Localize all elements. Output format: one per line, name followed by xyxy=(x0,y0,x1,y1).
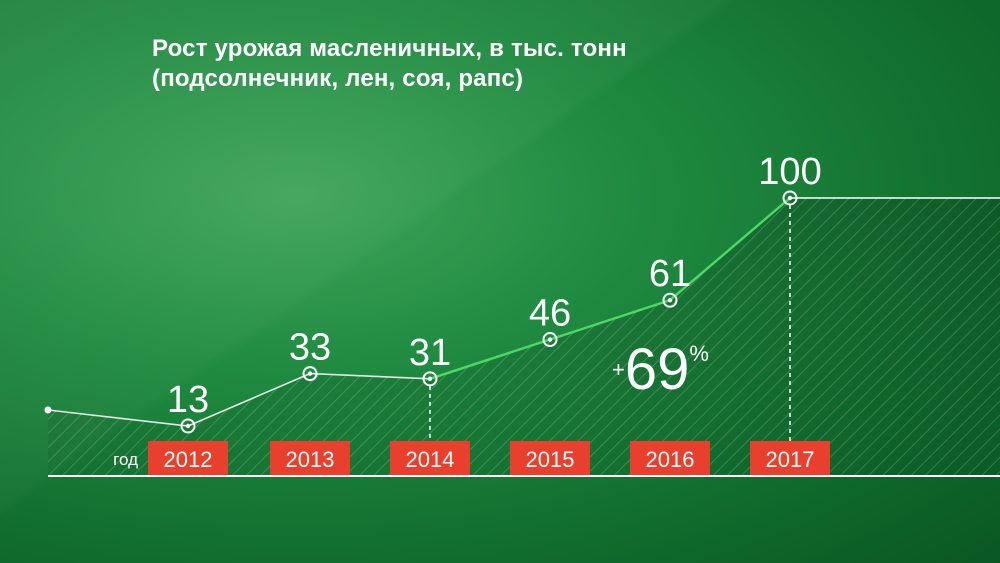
data-point-center-2015 xyxy=(547,337,553,342)
chart-title: Рост урожая масленичных, в тыс. тонн (по… xyxy=(152,34,627,94)
growth-annotation: +69% xyxy=(612,336,709,403)
data-label-2014: 31 xyxy=(409,332,451,374)
data-point-center-2017 xyxy=(787,195,793,201)
year-box-2014 xyxy=(390,441,470,475)
year-label-2015: 2015 xyxy=(526,447,575,472)
data-point-2017 xyxy=(782,190,798,206)
data-label-2016: 61 xyxy=(649,253,691,295)
data-point-center-2013 xyxy=(307,371,313,376)
year-box-2017 xyxy=(750,441,830,475)
data-point-2013 xyxy=(302,366,318,382)
data-point-2014 xyxy=(422,371,438,387)
year-label-2016: 2016 xyxy=(646,447,695,472)
data-label-2015: 46 xyxy=(529,293,571,335)
growth-unit: % xyxy=(689,341,709,366)
year-box-2015 xyxy=(510,441,590,475)
series-line-white xyxy=(47,372,431,427)
year-label-2017: 2017 xyxy=(766,447,815,472)
year-label-2014: 2014 xyxy=(406,447,455,472)
x-axis-label: год xyxy=(113,450,138,469)
data-point-2012 xyxy=(180,418,196,434)
growth-sign: + xyxy=(612,357,625,382)
year-box-2012 xyxy=(148,441,228,475)
growth-number: 69 xyxy=(624,337,690,402)
area-hatch xyxy=(48,198,1000,476)
data-label-2017: 100 xyxy=(758,151,821,193)
chart-title-line2: (подсолнечник, лен, соя, рапс) xyxy=(152,65,524,92)
data-label-2012: 13 xyxy=(167,379,209,421)
year-label-2012: 2012 xyxy=(164,447,213,472)
data-point-2016 xyxy=(662,292,678,308)
data-point-center-2014 xyxy=(427,376,433,382)
data-point-center-2012 xyxy=(185,423,191,429)
data-point-2015 xyxy=(542,332,558,348)
year-label-2013: 2013 xyxy=(286,447,335,472)
series-line-highlight xyxy=(429,197,791,380)
year-box-2013 xyxy=(270,441,350,475)
lead-point xyxy=(44,406,52,414)
data-label-2013: 33 xyxy=(289,327,331,369)
data-point-center-2016 xyxy=(667,298,673,303)
year-box-2016 xyxy=(630,441,710,475)
chart-title-line1: Рост урожая масленичных, в тыс. тонн xyxy=(152,35,627,62)
